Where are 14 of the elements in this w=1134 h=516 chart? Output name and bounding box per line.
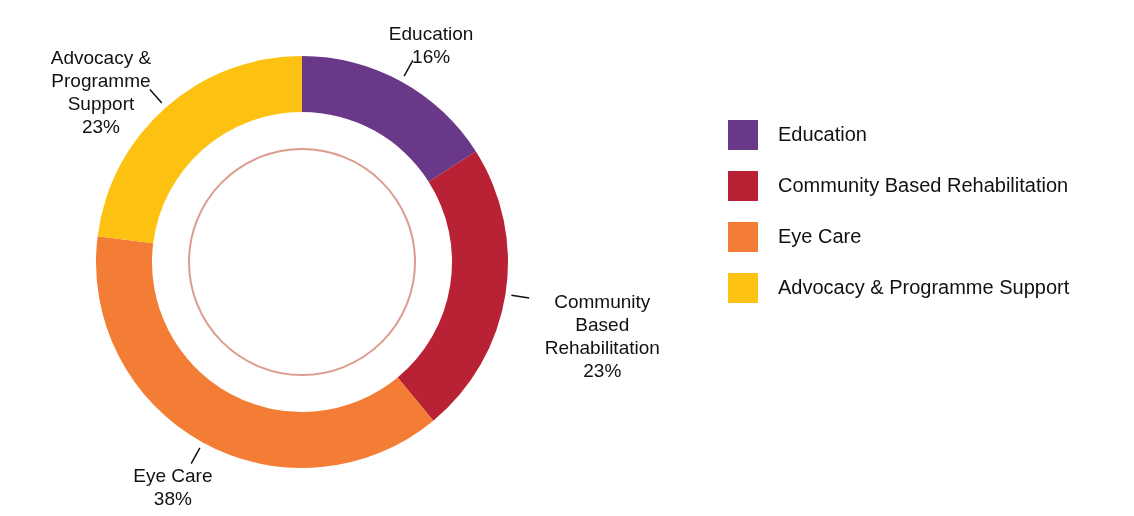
legend-label: Eye Care — [778, 225, 862, 247]
slice-label: Eye Care — [133, 464, 213, 486]
donut-slice — [397, 151, 508, 421]
data-label: 23% — [583, 360, 622, 382]
legend-label: Education — [778, 123, 867, 145]
data-label: 16% — [412, 46, 451, 68]
data-label: 38% — [153, 487, 193, 509]
data-label: 23% — [81, 115, 121, 137]
legend-label: Advocacy & Programme Support — [778, 276, 1070, 298]
legend-label: Community Based Rehabilitation — [778, 174, 1069, 196]
slice-label: Community Based Rehabilitation — [544, 291, 660, 359]
slice-label: Education — [388, 23, 474, 45]
donut-slice — [96, 236, 434, 468]
slice-label: Advocacy & Programme Support — [50, 46, 152, 114]
